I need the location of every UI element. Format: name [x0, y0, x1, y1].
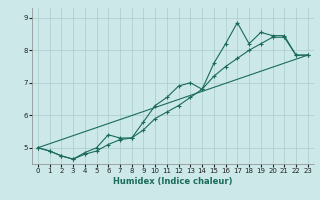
X-axis label: Humidex (Indice chaleur): Humidex (Indice chaleur): [113, 177, 233, 186]
